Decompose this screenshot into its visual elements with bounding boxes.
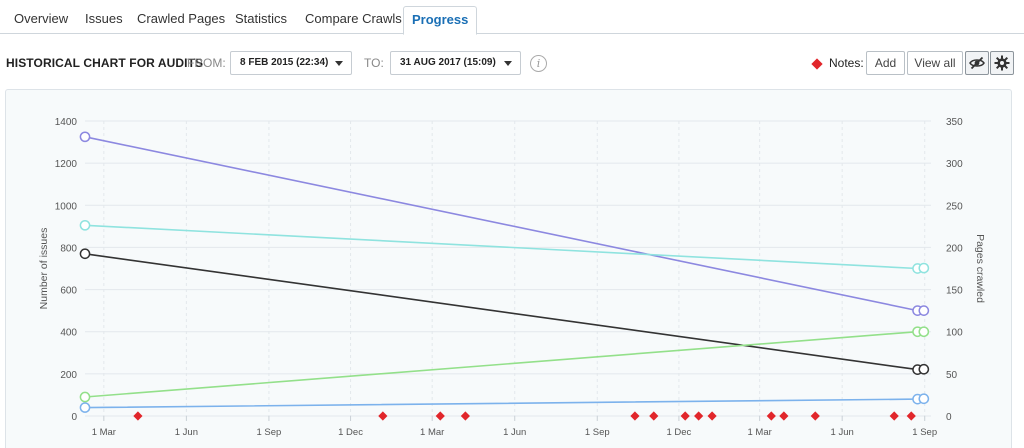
x-tick-label: 1 Mar bbox=[420, 427, 444, 438]
note-marker bbox=[906, 411, 916, 421]
series-point bbox=[79, 248, 91, 260]
note-diamond-icon bbox=[811, 58, 823, 70]
y-tick-label: 1000 bbox=[55, 201, 78, 212]
note-marker bbox=[889, 411, 899, 421]
y-tick-label: 1200 bbox=[55, 159, 78, 170]
series-point bbox=[79, 219, 91, 231]
note-marker bbox=[378, 411, 388, 421]
series-point bbox=[918, 326, 930, 338]
tab-issues[interactable]: Issues bbox=[85, 11, 123, 26]
notes-label: Notes: bbox=[829, 56, 864, 70]
series-point bbox=[918, 262, 930, 274]
to-label: TO: bbox=[364, 56, 384, 70]
note-marker bbox=[810, 411, 820, 421]
note-marker bbox=[680, 411, 690, 421]
x-tick-label: 1 Dec bbox=[666, 427, 691, 438]
y2-tick-label: 0 bbox=[946, 412, 952, 423]
chart-toolbar: HISTORICAL CHART FOR AUDITS FROM: 8 FEB … bbox=[0, 44, 1024, 80]
tab-statistics[interactable]: Statistics bbox=[235, 11, 288, 26]
note-marker bbox=[707, 411, 717, 421]
series-point bbox=[918, 305, 930, 316]
series-line bbox=[84, 253, 924, 371]
tab-progress[interactable]: Progress bbox=[403, 6, 478, 35]
y-tick-label: 0 bbox=[71, 412, 77, 423]
y-axis-title: Number of issues bbox=[38, 228, 50, 310]
chevron-down-icon bbox=[335, 61, 343, 66]
series-point bbox=[79, 402, 91, 413]
y2-tick-label: 300 bbox=[946, 159, 963, 170]
tab-crawled-pages[interactable]: Crawled Pages bbox=[137, 11, 226, 26]
x-tick-label: 1 Mar bbox=[92, 427, 116, 438]
y-tick-label: 1400 bbox=[55, 117, 78, 128]
y-tick-label: 800 bbox=[60, 243, 77, 254]
note-marker bbox=[460, 411, 470, 421]
to-date-dropdown[interactable]: 31 AUG 2017 (15:09) bbox=[390, 51, 521, 75]
y2-tick-label: 100 bbox=[946, 328, 963, 339]
tab-bar: Overview Issues Crawled Pages Statistics… bbox=[0, 0, 1024, 35]
historical-chart-panel: 0 0 200 50 400 100 600 150 800 200 1000 250 1200 300 1… bbox=[5, 89, 1012, 448]
x-tick-label: 1 Sep bbox=[585, 427, 610, 438]
chevron-down-icon bbox=[504, 61, 512, 66]
tab-compare-crawls[interactable]: Compare Crawls bbox=[305, 11, 402, 26]
chart-title: HISTORICAL CHART FOR AUDITS bbox=[6, 56, 204, 70]
info-icon[interactable]: i bbox=[530, 55, 547, 72]
series-point bbox=[918, 363, 930, 375]
y2-tick-label: 350 bbox=[946, 117, 963, 128]
series-line bbox=[84, 224, 924, 270]
note-marker bbox=[630, 411, 640, 421]
toggle-notes-visibility-button[interactable] bbox=[965, 51, 989, 75]
y2-tick-label: 250 bbox=[946, 201, 963, 212]
note-marker bbox=[694, 411, 704, 421]
x-tick-label: 1 Dec bbox=[338, 427, 363, 438]
y2-tick-label: 50 bbox=[946, 370, 958, 381]
from-label: FROM: bbox=[187, 56, 226, 70]
historical-line-chart: 0 0 200 50 400 100 600 150 800 200 1000 250 1200 300 1… bbox=[38, 117, 986, 438]
series-line bbox=[84, 397, 924, 409]
x-tick-label: 1 Sep bbox=[256, 427, 281, 438]
chart-settings-button[interactable] bbox=[990, 51, 1014, 75]
gear-icon bbox=[994, 55, 1010, 71]
x-tick-label: 1 Mar bbox=[747, 427, 771, 438]
x-tick-label: 1 Jun bbox=[175, 427, 198, 438]
note-marker bbox=[133, 411, 143, 421]
from-date-value: 8 FEB 2015 (22:34) bbox=[240, 57, 329, 68]
series-point bbox=[79, 131, 91, 143]
eye-slash-icon bbox=[969, 56, 985, 70]
series-point bbox=[79, 391, 91, 403]
note-marker bbox=[435, 411, 445, 421]
tab-overview[interactable]: Overview bbox=[14, 11, 69, 26]
series-point bbox=[918, 393, 930, 405]
view-all-notes-button[interactable]: View all bbox=[907, 51, 963, 75]
x-tick-label: 1 Jun bbox=[503, 427, 526, 438]
x-tick-label: 1 Jun bbox=[831, 427, 854, 438]
y-tick-label: 400 bbox=[60, 328, 77, 339]
y2-axis-title: Pages crawled bbox=[974, 234, 986, 303]
note-marker bbox=[766, 411, 776, 421]
x-tick-label: 1 Sep bbox=[912, 427, 937, 438]
y-tick-label: 600 bbox=[60, 286, 77, 297]
from-date-dropdown[interactable]: 8 FEB 2015 (22:34) bbox=[230, 51, 352, 75]
note-marker bbox=[779, 411, 789, 421]
to-date-value: 31 AUG 2017 (15:09) bbox=[400, 57, 496, 68]
y2-tick-label: 200 bbox=[946, 243, 963, 254]
y2-tick-label: 150 bbox=[946, 286, 963, 297]
y-tick-label: 200 bbox=[60, 370, 77, 381]
note-marker bbox=[649, 411, 659, 421]
series-line bbox=[84, 330, 924, 398]
add-note-button[interactable]: Add bbox=[866, 51, 905, 75]
